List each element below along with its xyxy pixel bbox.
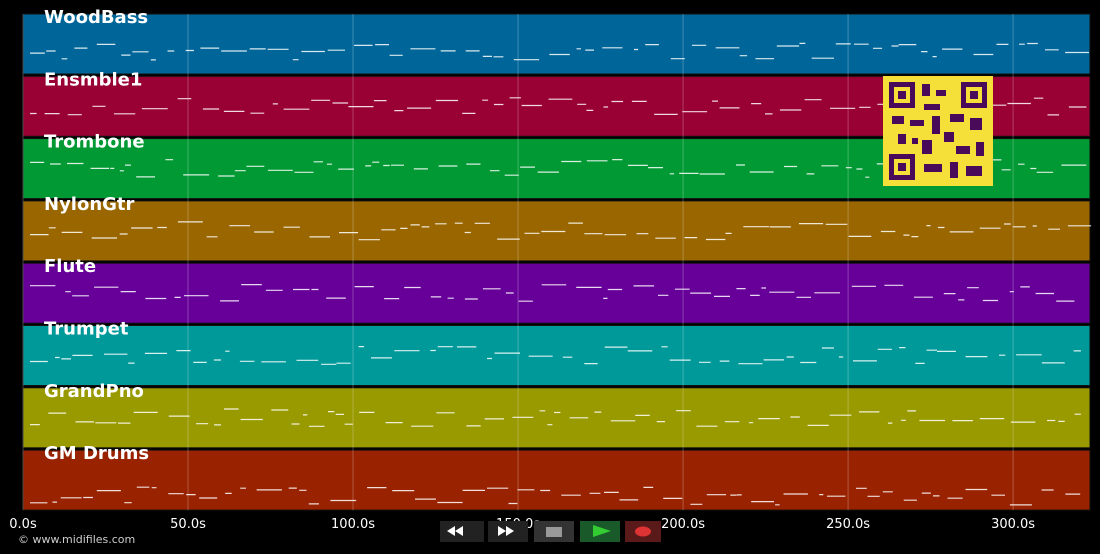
x-tick-label: 0.0s: [9, 517, 37, 532]
note-texture: [30, 221, 1092, 241]
track-lane: [22, 387, 1091, 449]
forward-icon: [498, 526, 514, 536]
track-name: Trumpet: [44, 319, 129, 340]
x-tick-label: 100.0s: [331, 517, 375, 532]
x-tick-label: 250.0s: [826, 517, 870, 532]
track-lane: [22, 325, 1091, 386]
record-icon: [635, 526, 651, 537]
x-tick-label: 200.0s: [661, 517, 705, 532]
note-texture: [30, 284, 1075, 302]
play-icon: [593, 525, 611, 537]
track-name: Ensmble1: [44, 69, 142, 90]
transport-controls: [440, 521, 661, 542]
note-texture: [30, 408, 1081, 427]
track-names: WoodBass Ensmble1 Trombone NylonGtr Flute Tru…: [44, 7, 149, 464]
x-tick-label: 300.0s: [991, 517, 1035, 532]
track-name: Trombone: [44, 132, 145, 153]
note-texture: [30, 486, 1081, 506]
track-lane: [22, 449, 1091, 511]
track-name: GrandPno: [44, 381, 144, 402]
grid: [22, 14, 1014, 511]
track-name: Flute: [44, 256, 96, 277]
x-tick-label: 50.0s: [170, 517, 206, 532]
qr-code: [883, 76, 993, 186]
track-name: NylonGtr: [44, 194, 135, 215]
note-texture: [30, 42, 1089, 61]
track-lane: [22, 13, 1091, 75]
rewind-icon: [447, 526, 463, 536]
note-texture: [30, 346, 1081, 365]
track-name: WoodBass: [44, 7, 148, 28]
stop-icon: [546, 527, 562, 537]
copyright: © www.midifiles.com: [18, 533, 135, 546]
track-name: GM Drums: [44, 443, 149, 464]
track-lane: [22, 262, 1091, 324]
